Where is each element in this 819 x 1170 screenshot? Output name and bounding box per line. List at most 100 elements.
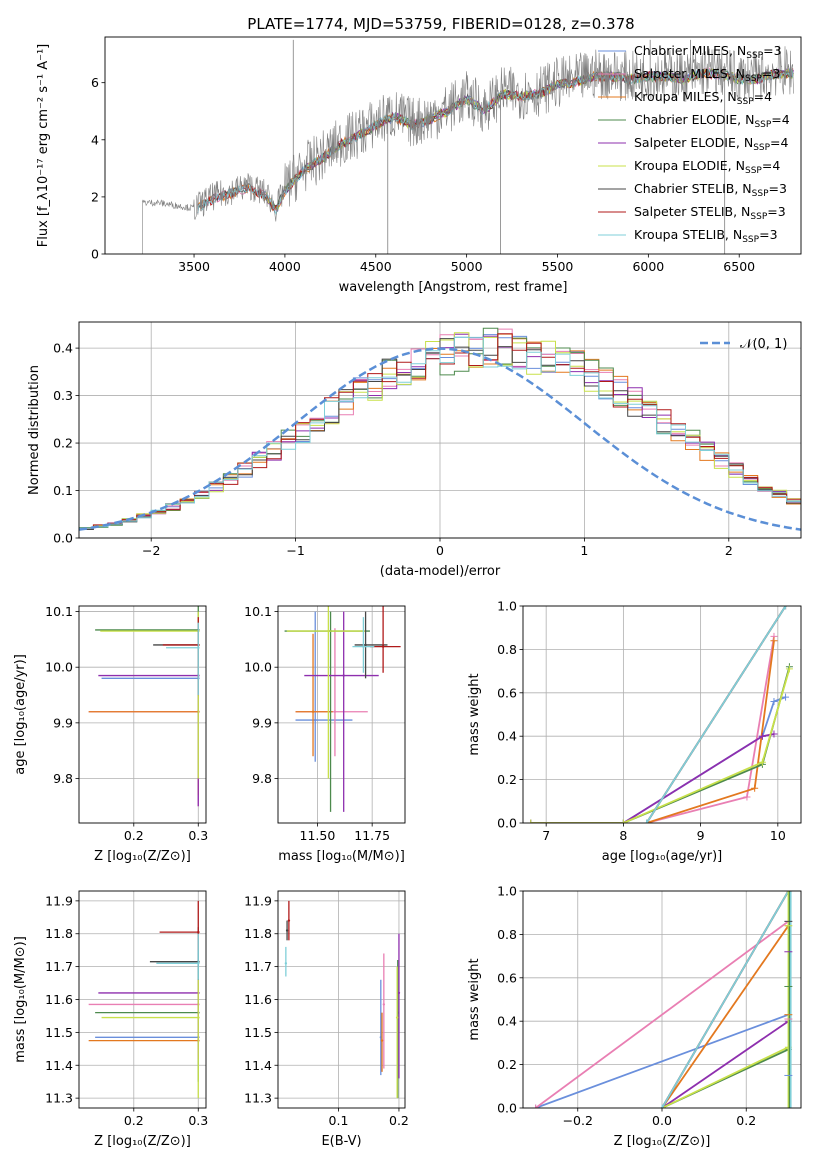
y-tick-label: 11.7 xyxy=(45,959,73,974)
y-tick-label: 9.9 xyxy=(53,715,73,730)
legend-sub: SSP xyxy=(750,212,767,222)
legend-label: Chabrier MILES, NSSP=3 xyxy=(634,43,782,61)
legend-eq: = xyxy=(762,66,772,81)
panel-mass-vs-Z: 0.2 0.3 11.3 11.4 11.5 11.6 11.7 11.8 11.9 Z [log… xyxy=(13,890,208,1149)
x-axis-label: (data-model)/error xyxy=(380,564,501,579)
weight-line xyxy=(530,733,775,823)
plot-area-residuals xyxy=(79,327,801,531)
residual-histogram xyxy=(79,327,801,529)
weight-marker xyxy=(770,637,778,645)
y-tick-label: 9.8 xyxy=(252,771,272,786)
x-tick-label: 0.1 xyxy=(329,1113,349,1128)
legend-model: Chabrier MILES xyxy=(634,43,729,58)
y-tick-label: 10.0 xyxy=(244,660,272,675)
weight-line xyxy=(661,1046,789,1108)
x-tick-label: −2 xyxy=(142,543,160,558)
legend-sub: SSP xyxy=(737,97,754,107)
x-tick-label: 6000 xyxy=(632,259,664,274)
legend-n: 3 xyxy=(778,204,786,219)
plot-area-age-vs-mass xyxy=(284,606,401,812)
plot-area-mass-vs-Z xyxy=(88,900,200,1099)
data-point xyxy=(197,930,200,934)
x-axis-label: Z [log₁₀(Z/Z⊙)] xyxy=(94,849,191,864)
weight-marker xyxy=(758,758,766,766)
x-tick-label: 8 xyxy=(619,828,627,843)
data-point xyxy=(395,1016,399,1019)
y-tick-label: 1.0 xyxy=(497,884,517,899)
plot-area-mass-vs-ebv xyxy=(284,900,401,1099)
weight-marker xyxy=(743,793,751,801)
x-axis-label: Z [log₁₀(Z/Z⊙)] xyxy=(614,1134,711,1149)
legend-sub: SSP xyxy=(745,166,762,176)
x-tick-label: 6500 xyxy=(723,259,755,274)
axes-frame xyxy=(522,605,802,824)
weight-line xyxy=(535,920,789,1108)
data-point xyxy=(284,962,288,965)
panel-mass-weight-vs-Z: −0.2 0.0 0.2 0.0 0.2 0.4 0.6 0.8 1.0 Z [log₁₀(Z/Z… xyxy=(467,884,802,1149)
y-tick-label: 11.3 xyxy=(45,1091,73,1106)
residual-histogram xyxy=(79,336,801,529)
x-tick-label: 2 xyxy=(725,543,733,558)
weight-marker xyxy=(785,665,793,673)
legend-sub: SSP xyxy=(742,235,759,245)
x-tick-label: 11.50 xyxy=(300,828,336,843)
legend-n: 3 xyxy=(772,66,780,81)
data-point xyxy=(364,643,367,647)
y-axis-label: age [log₁₀(age/yr)] xyxy=(13,654,28,775)
x-tick-label: 9 xyxy=(697,828,705,843)
panel-mass-vs-ebv: 0.1 0.2 11.3 11.4 11.5 11.6 11.7 11.8 11.9 E(B-V) xyxy=(244,890,409,1149)
data-point xyxy=(197,1016,200,1019)
axes-frame xyxy=(104,36,802,255)
legend-label: Salpeter ELODIE, NSSP=4 xyxy=(634,135,789,153)
y-tick-label: 0.2 xyxy=(53,436,73,451)
y-tick-label: 11.9 xyxy=(45,893,73,908)
legend-n: 3 xyxy=(774,43,782,58)
x-axis-label: wavelength [Angstrom, rest frame] xyxy=(339,280,568,295)
y-axis-label: mass weight xyxy=(467,673,482,755)
weight-marker xyxy=(527,819,535,823)
legend-label: Kroupa ELODIE, NSSP=4 xyxy=(634,158,780,176)
weight-marker xyxy=(782,606,790,610)
plot-area-mass-weight-vs-age xyxy=(527,606,793,823)
legend-eq: = xyxy=(762,158,772,173)
data-spectrum-line xyxy=(142,45,794,254)
legend-label: Salpeter STELIB, NSSP=3 xyxy=(634,204,786,222)
weight-line xyxy=(530,668,791,823)
weight-line xyxy=(646,636,775,823)
legend-sub: SSP xyxy=(745,74,762,84)
legend-eq: = xyxy=(769,181,779,196)
y-tick-label: 9.8 xyxy=(53,771,73,786)
data-point xyxy=(197,646,200,649)
data-point xyxy=(314,718,317,722)
legend-model: Chabrier ELODIE xyxy=(634,112,737,127)
x-tick-label: 5000 xyxy=(451,259,483,274)
weight-line xyxy=(535,1013,789,1108)
y-tick-label: 11.7 xyxy=(244,959,272,974)
weight-marker xyxy=(532,1104,540,1108)
panel-mass-weight-vs-age: 7 8 9 10 0.0 0.2 0.4 0.6 0.8 1.0 age [log₁₀(age/yr… xyxy=(467,599,802,864)
x-tick-label: 11.75 xyxy=(354,828,390,843)
data-point xyxy=(380,1039,384,1042)
weight-line xyxy=(645,606,787,823)
legend-n-prefix: , N xyxy=(728,66,745,81)
y-tick-label: 0.1 xyxy=(53,483,73,498)
x-tick-label: 4500 xyxy=(360,259,392,274)
legend-n-prefix: , N xyxy=(736,135,753,150)
weight-marker xyxy=(643,819,651,823)
y-axis-label: mass [log₁₀(M/M⊙)] xyxy=(13,936,28,1063)
legend-n-prefix: , N xyxy=(725,227,742,242)
legend-n-prefix: , N xyxy=(719,89,736,104)
legend-eq: = xyxy=(770,135,780,150)
y-tick-label: 0.2 xyxy=(497,1057,517,1072)
data-point xyxy=(382,1003,386,1006)
legend-eq: = xyxy=(771,112,781,127)
data-point xyxy=(381,645,385,648)
x-tick-label: 0.2 xyxy=(389,1113,409,1128)
legend-n: 4 xyxy=(764,89,772,104)
legend-label: Chabrier STELIB, NSSP=3 xyxy=(634,181,787,199)
weight-marker xyxy=(658,1104,666,1108)
x-tick-label: 0.3 xyxy=(188,828,208,843)
weight-marker xyxy=(782,693,790,701)
y-tick-label: 4 xyxy=(91,132,99,147)
y-tick-label: 11.9 xyxy=(244,893,272,908)
